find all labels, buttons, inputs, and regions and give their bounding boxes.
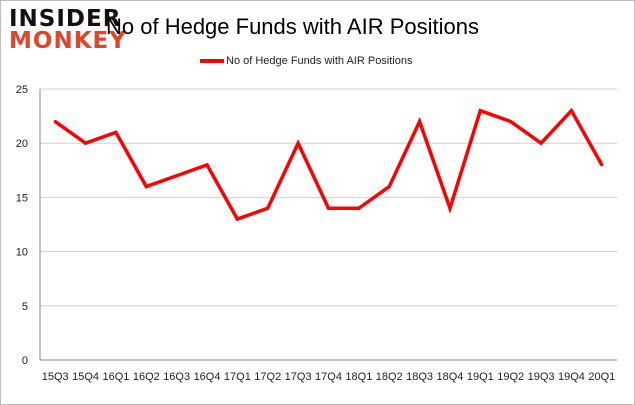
data-point <box>266 206 270 210</box>
x-tick-label: 17Q4 <box>315 371 342 383</box>
data-point <box>296 141 300 145</box>
x-tick-label: 18Q3 <box>406 371 433 383</box>
y-tick-label: 0 <box>22 355 28 367</box>
y-tick-label: 10 <box>16 247 28 259</box>
data-point <box>144 185 148 189</box>
data-point <box>84 141 88 145</box>
x-tick-label: 15Q3 <box>42 371 69 383</box>
legend: No of Hedge Funds with AIR Positions <box>200 55 412 67</box>
x-tick-label: 18Q4 <box>437 371 464 383</box>
legend-label: No of Hedge Funds with AIR Positions <box>226 55 413 67</box>
x-tick-label: 18Q1 <box>345 371 372 383</box>
x-tick-label: 18Q2 <box>376 371 403 383</box>
x-tick-label: 16Q2 <box>133 371 160 383</box>
logo-line-2: MONKEY <box>9 28 127 54</box>
x-tick-label: 19Q3 <box>528 371 555 383</box>
x-tick-label: 16Q1 <box>102 371 129 383</box>
x-tick-label: 15Q4 <box>72 371 99 383</box>
data-point <box>448 206 452 210</box>
y-tick-label: 5 <box>22 301 28 313</box>
x-tick-label: 17Q2 <box>254 371 281 383</box>
x-tick-label: 17Q3 <box>285 371 312 383</box>
legend-swatch <box>200 59 224 63</box>
logo-line-1: INSIDER <box>9 6 122 32</box>
x-tick-label: 16Q4 <box>194 371 221 383</box>
y-tick-label: 15 <box>16 192 28 204</box>
x-tick-label: 20Q1 <box>588 371 615 383</box>
data-point <box>539 141 543 145</box>
x-tick-label: 19Q1 <box>467 371 494 383</box>
data-point <box>569 109 573 113</box>
data-point <box>114 130 118 134</box>
data-point <box>235 217 239 221</box>
x-tick-label: 16Q3 <box>163 371 190 383</box>
x-tick-label: 19Q2 <box>497 371 524 383</box>
data-point <box>600 163 604 167</box>
data-point <box>205 163 209 167</box>
data-point <box>478 109 482 113</box>
y-tick-label: 25 <box>16 84 28 96</box>
data-point <box>327 206 330 210</box>
data-point <box>509 120 513 124</box>
insider-monkey-logo: INSIDER MONKEY <box>9 6 127 54</box>
data-point <box>418 120 422 124</box>
data-point <box>357 206 361 210</box>
data-point <box>53 120 57 124</box>
data-point <box>175 174 179 178</box>
series-line <box>54 107 604 222</box>
chart-title: No of Hedge Funds with AIR Positions <box>106 14 479 39</box>
x-tick-label: 17Q1 <box>224 371 251 383</box>
y-tick-label: 20 <box>16 138 28 150</box>
data-point <box>387 185 391 189</box>
x-tick-label: 19Q4 <box>558 371 585 383</box>
